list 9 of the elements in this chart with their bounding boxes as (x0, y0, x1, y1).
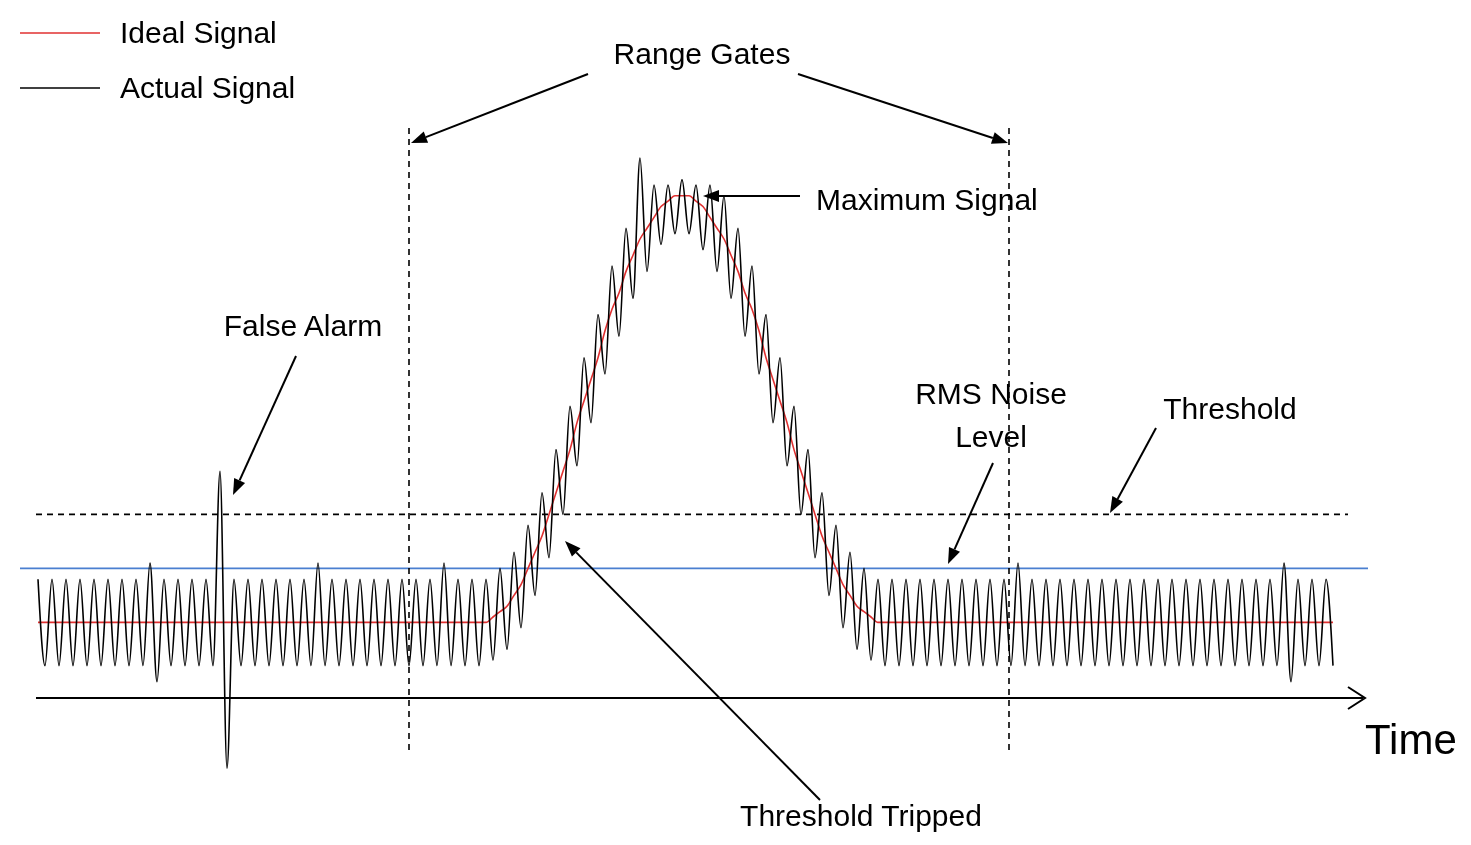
legend-label: Actual Signal (120, 71, 296, 104)
legend-label: Ideal Signal (120, 16, 277, 49)
annotation: RMS Noise Level (915, 377, 1067, 453)
annotation: Threshold (1163, 392, 1297, 425)
annotation: False Alarm (223, 309, 383, 342)
annotation: Maximum Signal (816, 183, 1038, 216)
text: Threshold Tripped (740, 799, 982, 832)
text: Range Gates (613, 37, 791, 70)
x-axis-title: Time (1365, 716, 1457, 763)
